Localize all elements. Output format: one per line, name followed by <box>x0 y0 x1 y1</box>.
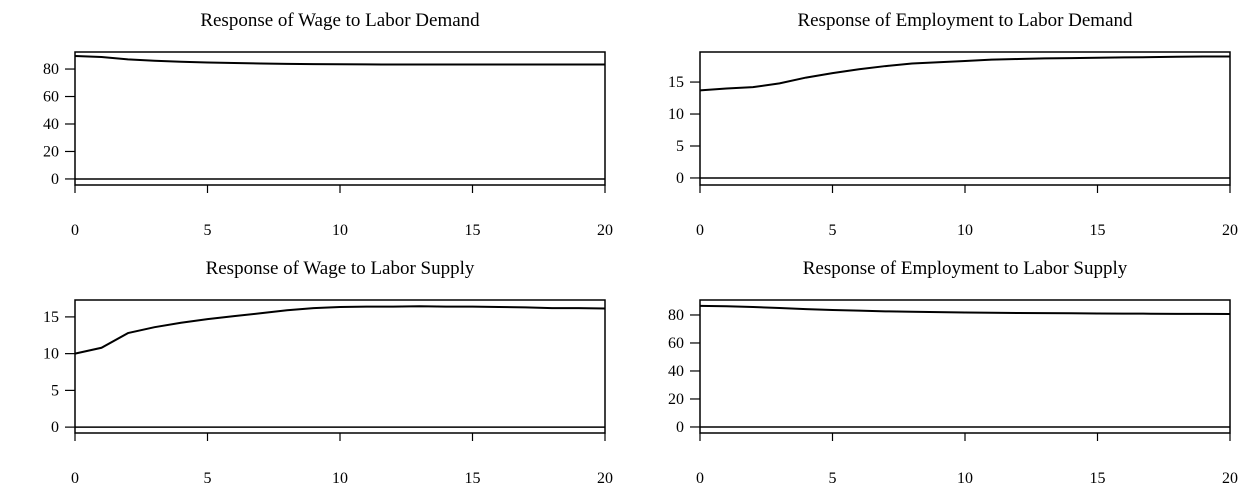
y-tick-label: 0 <box>676 419 684 436</box>
y-tick-label: 10 <box>43 346 59 363</box>
x-tick-label: 10 <box>332 222 348 239</box>
y-tick-label: 60 <box>668 335 684 352</box>
y-tick-label: 0 <box>51 171 59 188</box>
x-tick-label: 5 <box>829 470 837 487</box>
y-tick-label: 5 <box>51 382 59 399</box>
line <box>699 55 1230 92</box>
line <box>74 54 605 66</box>
line <box>699 304 1231 315</box>
x-tick-label: 0 <box>696 222 704 239</box>
chart-title: Response of Employment to Labor Demand <box>797 10 1133 31</box>
y-tick-label: 15 <box>668 74 684 91</box>
y-tick-label: 20 <box>668 391 684 408</box>
plot-box <box>74 51 606 186</box>
line <box>74 305 606 355</box>
y-tick-label: 5 <box>676 138 684 155</box>
plot-box <box>699 299 1231 434</box>
x-tick-label: 5 <box>204 222 212 239</box>
y-tick-label: 10 <box>668 106 684 123</box>
x-tick-label: 5 <box>204 470 212 487</box>
y-tick-label: 80 <box>43 61 59 78</box>
x-tick-label: 20 <box>597 470 613 487</box>
x-tick-label: 20 <box>1222 222 1238 239</box>
x-tick-label: 20 <box>597 222 613 239</box>
chart-title: Response of Wage to Labor Supply <box>206 258 475 279</box>
x-tick-label: 10 <box>957 470 973 487</box>
y-tick-label: 0 <box>676 170 684 187</box>
y-tick-label: 15 <box>43 309 59 326</box>
x-tick-label: 15 <box>465 470 481 487</box>
y-tick-label: 80 <box>668 307 684 324</box>
plot-box <box>699 51 1231 186</box>
chart-title: Response of Wage to Labor Demand <box>200 10 480 31</box>
y-tick-label: 40 <box>668 363 684 380</box>
y-tick-label: 20 <box>43 143 59 160</box>
y-tick-label: 60 <box>43 89 59 106</box>
x-tick-label: 0 <box>696 470 704 487</box>
plot-box <box>74 299 606 434</box>
x-tick-label: 5 <box>829 222 837 239</box>
x-tick-label: 10 <box>957 222 973 239</box>
x-tick-label: 20 <box>1222 470 1238 487</box>
x-tick-label: 0 <box>71 222 79 239</box>
x-tick-label: 15 <box>1090 470 1106 487</box>
x-tick-label: 10 <box>332 470 348 487</box>
chart-title: Response of Employment to Labor Supply <box>803 258 1128 279</box>
y-tick-label: 40 <box>43 116 59 133</box>
x-tick-label: 15 <box>1090 222 1106 239</box>
y-tick-label: 0 <box>51 419 59 436</box>
x-tick-label: 0 <box>71 470 79 487</box>
x-tick-label: 15 <box>465 222 481 239</box>
